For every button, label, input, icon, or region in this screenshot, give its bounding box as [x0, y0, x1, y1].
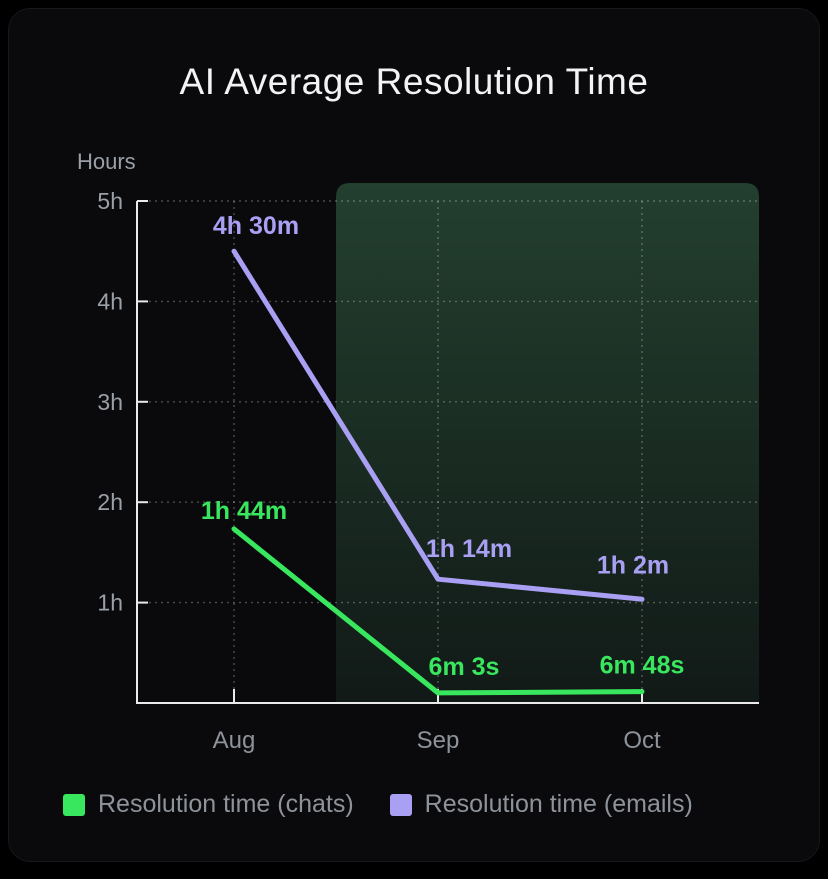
- data-label: 6m 3s: [429, 653, 500, 681]
- x-tick-label: Oct: [623, 727, 661, 754]
- data-label: 1h 14m: [426, 535, 512, 563]
- series-line-chats: [231, 526, 645, 696]
- data-label: 4h 30m: [213, 212, 299, 240]
- y-tick-label: 4h: [97, 288, 123, 314]
- line-chart: 1h 2h 3h 4h 5h Aug Sep Oct 4h 30m 1h 14m 1h 2m 1h 4…: [97, 183, 759, 754]
- series-line-emails: [231, 248, 645, 602]
- y-tick-label: 3h: [97, 389, 123, 415]
- chats-series-label: Resolution time (chats): [98, 790, 354, 818]
- y-tick-label: 2h: [97, 489, 123, 515]
- axis-line: [136, 201, 759, 704]
- y-tick-label: 5h: [97, 188, 123, 214]
- chart-card: AI Average Resolution Time Hours 1h 2h 3h 4…: [8, 8, 820, 862]
- x-tick-label: Aug: [213, 727, 256, 754]
- chart-title: AI Average Resolution Time: [179, 61, 649, 102]
- x-tick-label: Sep: [417, 727, 460, 754]
- legend-item-emails: Resolution time (emails): [389, 790, 693, 819]
- data-label: 6m 48s: [600, 652, 685, 680]
- data-label: 1h 44m: [201, 497, 287, 525]
- emails-series-swatch: [389, 793, 412, 816]
- legend-item-chats: Resolution time (chats): [63, 790, 354, 819]
- chats-series-swatch: [63, 793, 85, 816]
- highlight-region: [336, 183, 759, 702]
- y-tick-label: 1h: [97, 590, 123, 616]
- data-label: 1h 2m: [597, 551, 669, 579]
- y-axis-unit-label: Hours: [77, 149, 136, 174]
- emails-series-label: Resolution time (emails): [424, 790, 693, 818]
- legend: Resolution time (chats) Resolution time …: [63, 790, 693, 819]
